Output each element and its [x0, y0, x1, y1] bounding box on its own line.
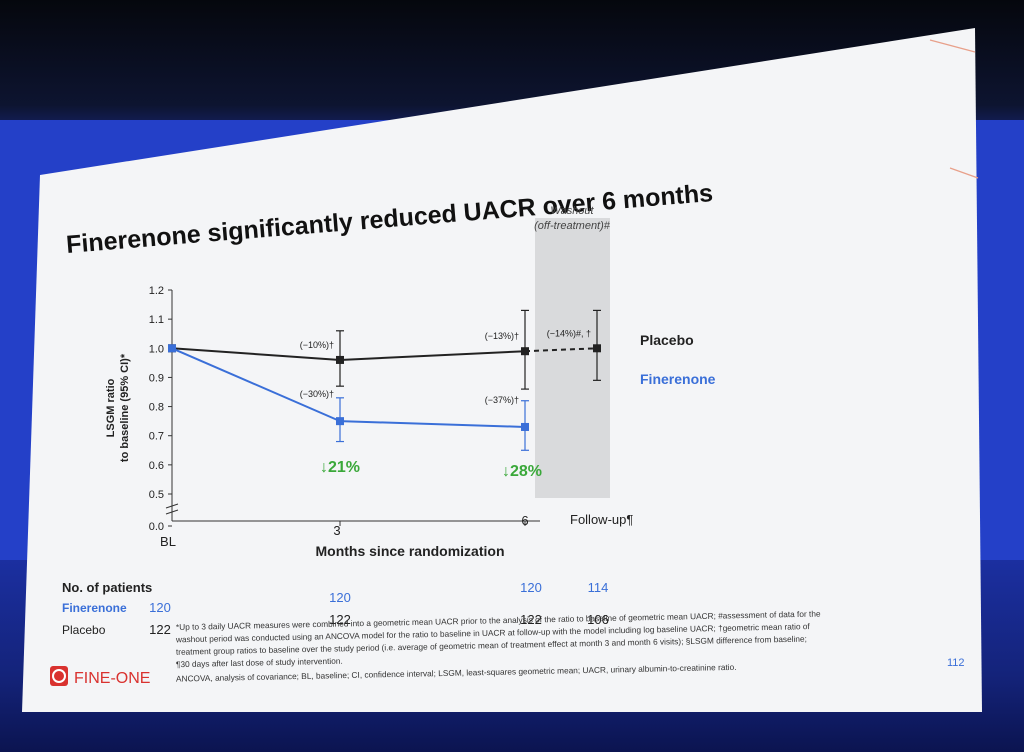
y-tick-label: 0.6 — [149, 460, 164, 472]
page-number: 112 — [947, 657, 965, 669]
x-axis-label: Months since randomization — [315, 543, 504, 559]
patients-count: 120 — [149, 600, 171, 615]
patients-header: No. of patients — [62, 580, 152, 595]
corner-decoration — [949, 167, 979, 179]
y-tick-label: 0.9 — [149, 372, 164, 384]
patients-count: 120 — [329, 590, 351, 605]
data-point-placebo — [336, 355, 344, 364]
patients-count: 106 — [587, 612, 609, 627]
series-line-finerenone — [171, 347, 341, 423]
footnote-line: ¶30 days after last dose of study interv… — [176, 656, 343, 669]
data-point-placebo — [521, 347, 529, 356]
difference-annotation: ↓21% — [320, 459, 360, 476]
series-line-placebo — [524, 347, 598, 353]
data-point-placebo — [593, 344, 601, 353]
data-point-finerenone — [336, 417, 344, 426]
series-line-finerenone — [339, 420, 526, 428]
patients-count: 122 — [329, 612, 351, 627]
x-tick-label: 6 — [521, 513, 528, 528]
x-tick-label: Follow-up¶ — [570, 512, 633, 527]
washout-sublabel: (off-treatment)# — [534, 220, 611, 232]
axis-break — [165, 503, 179, 515]
y-tick-label: 0.0 — [149, 521, 164, 533]
patients-count: 122 — [520, 612, 542, 627]
series-line-placebo — [171, 347, 341, 361]
series-line-placebo — [339, 350, 526, 361]
y-axis-label-line1: LSGM ratio — [105, 378, 117, 437]
chart: Washout (off-treatment)# 0.0 0.5 0.6 0.7 0.8 0.… — [62, 205, 716, 637]
data-label: (−13%)† — [485, 331, 519, 341]
data-point-finerenone — [168, 344, 176, 353]
y-tick-label: 1.1 — [149, 314, 164, 326]
y-tick-label: 1.0 — [149, 343, 164, 355]
legend-placebo: Placebo — [640, 332, 694, 348]
fine-one-logo: FINE-ONE — [50, 666, 150, 687]
data-label: (−14%)#, † — [547, 328, 591, 338]
patients-row-label: Finerenone — [62, 601, 127, 615]
data-label: (−37%)† — [485, 395, 519, 405]
washout-label: Washout — [550, 205, 594, 217]
y-axis-label-line2: to baseline (95% CI)* — [119, 353, 131, 462]
legend-finerenone: Finerenone — [640, 371, 716, 387]
patients-count: 114 — [588, 580, 609, 595]
difference-annotation: ↓28% — [502, 463, 542, 480]
patients-count: 122 — [149, 622, 171, 637]
y-tick-label: 1.2 — [149, 285, 164, 297]
footnotes: *Up to 3 daily UACR measures were combin… — [175, 608, 821, 683]
y-tick-label: 0.5 — [149, 489, 164, 501]
data-label: (−10%)† — [300, 340, 334, 350]
corner-decoration — [929, 39, 976, 53]
data-label: (−30%)† — [300, 389, 334, 399]
slide-surface — [22, 28, 982, 712]
data-point-finerenone — [521, 422, 529, 431]
x-tick-label: 3 — [333, 523, 340, 538]
patients-row-label: Placebo — [62, 623, 106, 637]
washout-region — [535, 218, 610, 498]
y-tick-label: 0.7 — [149, 431, 164, 443]
x-tick-label: BL — [160, 534, 176, 549]
logo-text: FINE-ONE — [74, 670, 150, 687]
y-tick-label: 0.8 — [149, 402, 164, 414]
patients-count: 120 — [520, 580, 542, 595]
